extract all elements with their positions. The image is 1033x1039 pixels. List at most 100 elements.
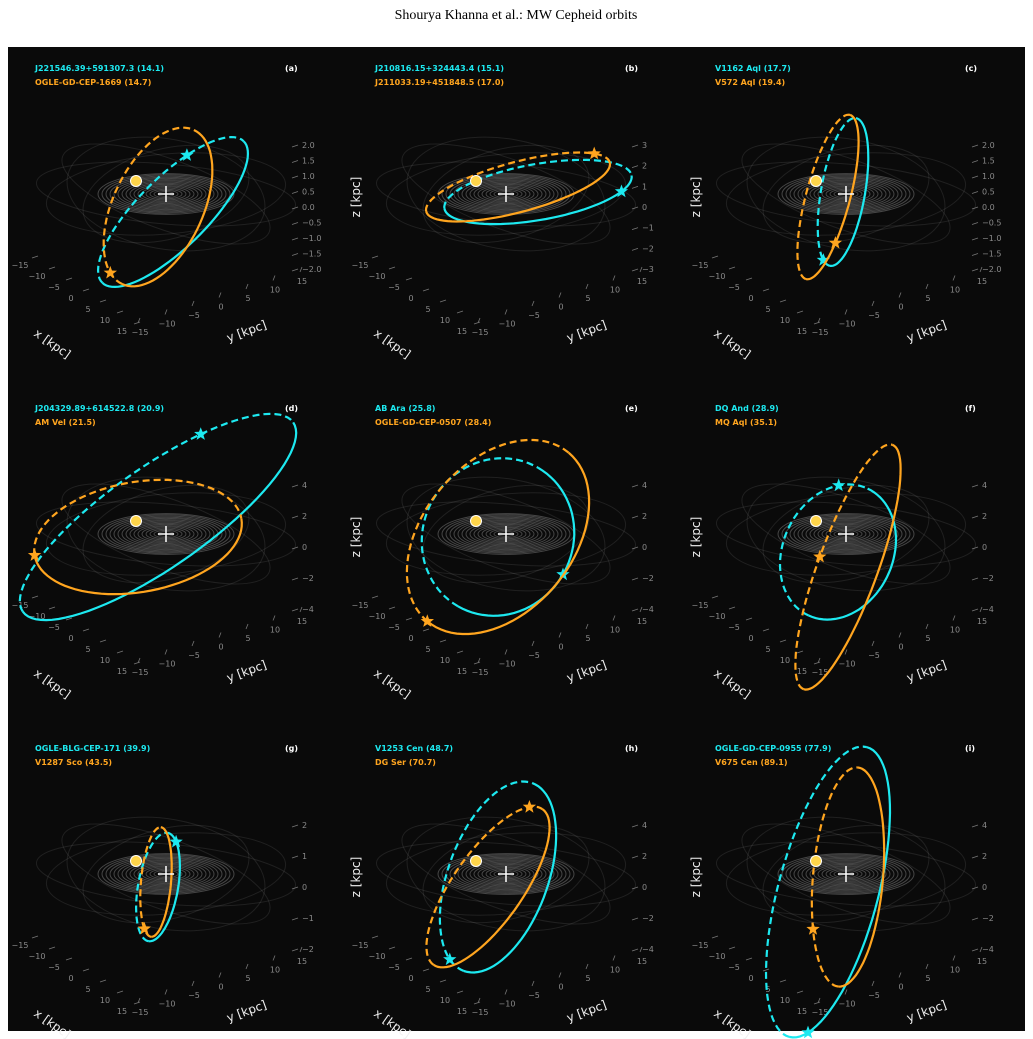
disk-orbit xyxy=(469,522,543,546)
disk-orbit xyxy=(101,174,231,214)
orbit-dashed xyxy=(425,805,544,966)
y-tick xyxy=(979,266,983,273)
x-tick xyxy=(456,650,464,654)
y-tick-label: 10 xyxy=(950,286,960,295)
x-tick xyxy=(133,1001,141,1005)
x-tick xyxy=(116,990,124,994)
y-tick-label: −10 xyxy=(159,660,176,669)
orbit-solid xyxy=(807,487,898,621)
y-tick xyxy=(585,963,589,970)
x-tick xyxy=(796,990,804,994)
z-tick xyxy=(631,165,639,169)
star-marker xyxy=(587,146,601,160)
disk-orbit xyxy=(797,179,895,209)
z-tick-label: −4 xyxy=(302,605,314,614)
orbit-dashed xyxy=(18,412,295,613)
x-tick-label: 0 xyxy=(408,974,413,983)
x-tick-label: 0 xyxy=(68,974,73,983)
y-tick xyxy=(558,972,562,978)
orbit-dashed xyxy=(438,780,533,972)
z-tick xyxy=(291,948,299,952)
z-tick-label: −4 xyxy=(982,605,994,614)
orbit-solid xyxy=(830,117,870,267)
disk-orbit xyxy=(457,859,555,889)
x-tick-label: −5 xyxy=(728,963,740,972)
x-tick-label: −10 xyxy=(29,612,46,621)
z-tick xyxy=(971,206,979,210)
disk-orbit xyxy=(809,862,883,886)
z-tick xyxy=(291,191,299,194)
z-tick-label: 0 xyxy=(642,203,647,212)
disk-orbit xyxy=(105,855,227,893)
z-tick xyxy=(291,484,299,488)
disk-orbit xyxy=(781,514,911,554)
x-tick xyxy=(456,990,464,994)
disk-orbit xyxy=(817,865,875,883)
disk-orbit xyxy=(813,183,879,205)
z-tick-label: 2 xyxy=(982,852,987,861)
y-tick xyxy=(504,649,508,655)
x-tick xyxy=(439,979,447,983)
z-tick xyxy=(631,546,639,550)
x-tick-label: 0 xyxy=(748,294,753,303)
disk-orbit xyxy=(97,513,235,555)
star-name: DG Ser (70.7) xyxy=(375,758,436,767)
z-tick-label: −2.0 xyxy=(982,265,1001,274)
halo-orbit xyxy=(385,492,627,576)
star-marker xyxy=(103,265,117,279)
x-tick xyxy=(371,595,379,599)
z-tick-label: 1.0 xyxy=(982,172,995,181)
z-tick xyxy=(291,917,299,921)
z-tick-label: −3 xyxy=(642,265,654,274)
panel-label: (h) xyxy=(625,744,638,753)
y-tick-label: −10 xyxy=(499,660,516,669)
disk-orbit xyxy=(445,855,567,893)
x-tick xyxy=(405,617,413,621)
x-tick xyxy=(31,255,39,259)
y-tick-label: 0 xyxy=(558,303,563,312)
x-tick xyxy=(422,968,430,972)
z-tick-label: 1.5 xyxy=(302,157,315,166)
x-tick-label: 10 xyxy=(780,316,790,325)
star-marker xyxy=(813,549,827,563)
y-tick-label: −10 xyxy=(159,1000,176,1009)
y-tick xyxy=(477,997,481,1004)
halo-orbit xyxy=(401,143,611,245)
z-tick xyxy=(971,608,979,612)
z-axis-label: z [kpc] xyxy=(349,517,363,558)
star-name: V1253 Cen (48.7) xyxy=(375,744,453,753)
x-tick-label: −5 xyxy=(388,623,400,632)
y-tick-label: −15 xyxy=(812,1008,829,1017)
z-tick xyxy=(291,577,299,581)
z-tick-label: −0.5 xyxy=(982,219,1001,228)
disk-orbit xyxy=(101,514,231,554)
x-tick-label: 10 xyxy=(100,996,110,1005)
z-tick xyxy=(631,185,639,189)
x-tick xyxy=(99,639,107,643)
galactic-center xyxy=(158,866,174,882)
orbit-dashed xyxy=(816,117,856,267)
y-tick-label: 0 xyxy=(218,643,223,652)
y-tick-label: 5 xyxy=(245,634,250,643)
x-tick xyxy=(82,968,90,972)
halo-orbit xyxy=(762,484,930,584)
x-tick-label: 10 xyxy=(440,316,450,325)
x-tick xyxy=(813,321,821,325)
disk-orbit xyxy=(137,865,195,883)
z-tick xyxy=(631,886,639,890)
y-tick xyxy=(612,615,616,621)
x-tick xyxy=(762,968,770,972)
disk-orbit xyxy=(133,183,199,205)
x-tick-label: −10 xyxy=(709,952,726,961)
z-tick xyxy=(291,144,299,148)
y-tick-label: −10 xyxy=(839,1000,856,1009)
disk-orbit xyxy=(125,861,207,887)
x-tick xyxy=(779,979,787,983)
z-tick xyxy=(631,515,639,519)
y-tick-label: −15 xyxy=(472,1008,489,1017)
x-tick-label: −5 xyxy=(48,623,60,632)
y-tick xyxy=(558,632,562,638)
y-tick-label: 15 xyxy=(977,277,987,286)
